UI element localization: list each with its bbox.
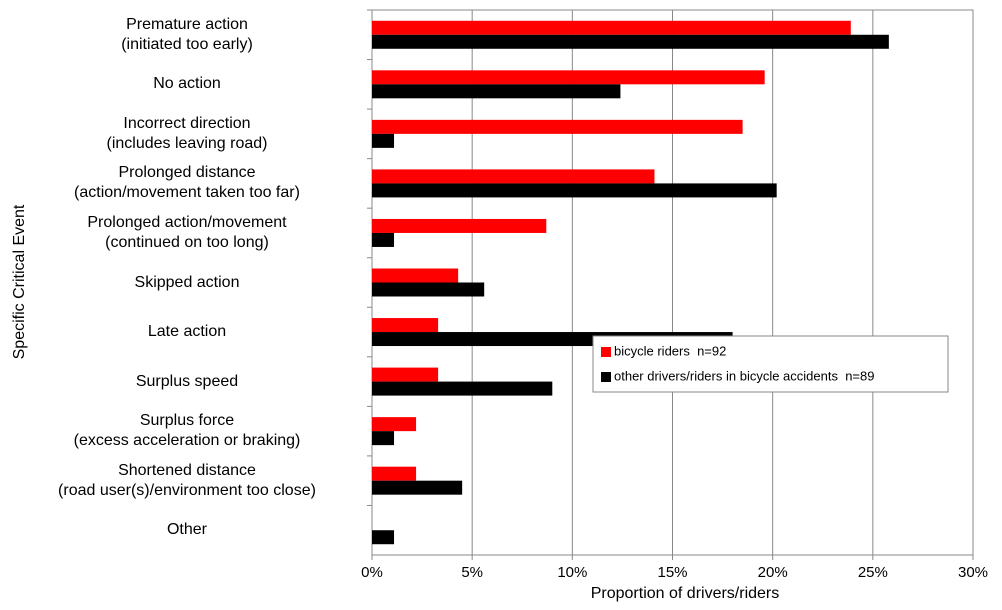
bar — [372, 466, 417, 481]
legend-label: bicycle riders n=92 — [614, 343, 726, 358]
y-tick-label: No action — [153, 75, 221, 93]
y-tick-label: Other — [166, 521, 207, 539]
legend-swatch — [601, 372, 611, 382]
x-tick-label: 5% — [461, 564, 483, 581]
bar — [372, 318, 439, 333]
bar — [372, 232, 395, 247]
x-axis-title: Proportion of drivers/riders — [591, 585, 780, 602]
bar — [372, 20, 851, 35]
legend-box — [592, 335, 949, 393]
bar — [372, 480, 463, 495]
bar — [372, 282, 485, 297]
bar — [372, 133, 395, 148]
bar — [372, 417, 417, 432]
bar — [372, 70, 765, 85]
x-tick-label: 0% — [361, 564, 383, 581]
bar — [372, 381, 553, 396]
bar — [372, 268, 459, 283]
bar — [372, 169, 655, 184]
x-tick-label: 10% — [557, 564, 587, 581]
bar — [372, 183, 777, 198]
x-tick-label: 15% — [657, 564, 687, 581]
y-tick-label: Skipped action — [134, 273, 240, 291]
y-tick-label: Shortened distance (road user(s)/environ… — [58, 461, 316, 499]
bar — [372, 119, 743, 134]
legend-swatch — [601, 347, 611, 357]
bar — [372, 218, 547, 233]
y-tick-label: Prolonged distance (action/movement take… — [74, 164, 300, 202]
bar — [372, 530, 395, 545]
y-tick-label: Incorrect direction (includes leaving ro… — [106, 114, 268, 152]
legend-label: other drivers/riders in bicycle accident… — [614, 368, 874, 383]
x-tick-label: 25% — [858, 564, 888, 581]
y-tick-label: Surplus force (excess acceleration or br… — [73, 412, 301, 450]
x-tick-label: 20% — [758, 564, 788, 581]
bar — [372, 34, 889, 49]
y-tick-label: Premature action (initiated too early) — [121, 15, 253, 53]
bar — [372, 84, 621, 99]
y-tick-label: Surplus speed — [135, 372, 239, 390]
y-axis-title: Specific Critical Event — [11, 204, 28, 359]
y-tick-label: Prolonged action/movement (continued on … — [87, 213, 287, 251]
bar — [372, 367, 439, 382]
y-tick-label: Late action — [147, 323, 227, 341]
x-tick-label: 30% — [958, 564, 988, 581]
bar — [372, 431, 395, 446]
